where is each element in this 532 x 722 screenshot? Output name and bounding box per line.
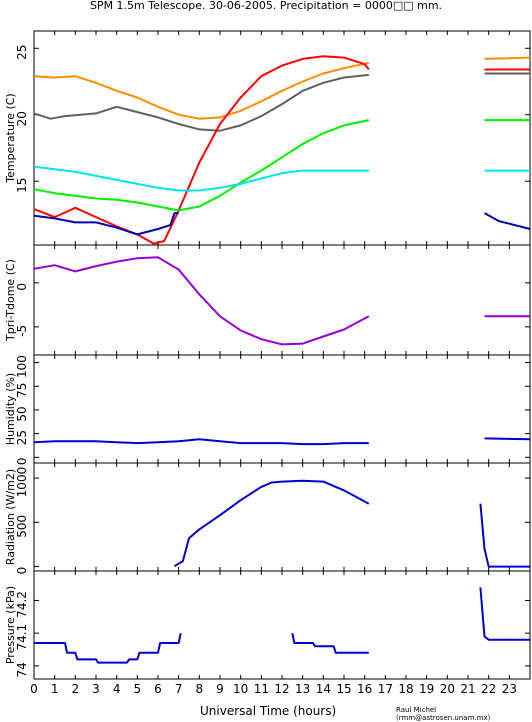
panel-frame (33, 354, 531, 464)
x-tick-label: 6 (154, 682, 162, 696)
y-tick-label: 75 (15, 383, 29, 398)
series-line (484, 437, 531, 441)
y-tick-label: 74.2 (15, 591, 29, 618)
panel-frame (33, 30, 531, 246)
x-tick-label: 7 (175, 682, 183, 696)
series-line (33, 212, 179, 236)
y-axis-label: Tpri-Tdome (C) (4, 259, 17, 342)
panel-frame (33, 462, 531, 572)
y-tick-label: -5 (15, 325, 29, 337)
x-tick-label: 15 (336, 682, 351, 696)
y-tick-label: 50 (15, 406, 29, 421)
y-tick-label: 0 (15, 567, 29, 575)
panel-frame (33, 244, 531, 356)
x-axis-label: Universal Time (hours) (200, 704, 337, 718)
x-tick-label: 3 (92, 682, 100, 696)
x-tick-label: 16 (357, 682, 372, 696)
series-line (479, 503, 530, 568)
x-tick-label: 8 (196, 682, 204, 696)
x-tick-label: 9 (216, 682, 224, 696)
y-tick-label: 15 (15, 178, 29, 193)
x-tick-label: 0 (30, 682, 38, 696)
series-line (33, 256, 370, 346)
x-tick-label: 11 (254, 682, 269, 696)
series-line (479, 587, 530, 641)
series-line (291, 632, 369, 654)
y-tick-label: 20 (15, 111, 29, 126)
y-tick-label: 25 (15, 430, 29, 445)
y-tick-label: 100 (15, 355, 29, 378)
y-tick-label: 0 (15, 457, 29, 465)
x-tick-label: 10 (233, 682, 248, 696)
x-tick-label: 13 (295, 682, 310, 696)
y-axis-label: Humidity (%) (4, 373, 17, 445)
series-line (173, 479, 370, 567)
x-tick-label: 19 (419, 682, 434, 696)
x-tick-label: 4 (113, 682, 121, 696)
y-tick-label: 1000 (15, 467, 29, 498)
series-line (484, 212, 531, 230)
x-tick-label: 18 (398, 682, 413, 696)
x-tick-label: 1 (51, 682, 59, 696)
x-tick-label: 22 (481, 682, 496, 696)
x-tick-label: 21 (460, 682, 475, 696)
x-tick-label: 5 (134, 682, 142, 696)
x-tick-label: 14 (316, 682, 331, 696)
x-tick-label: 12 (274, 682, 289, 696)
x-tick-label: 20 (440, 682, 455, 696)
y-tick-label: 0 (15, 283, 29, 291)
series-line (34, 633, 182, 664)
series-line (33, 61, 370, 120)
x-tick-label: 2 (72, 682, 80, 696)
credit-text: Raul Michel (rmm@astrosen.unam.mx) (396, 706, 491, 722)
chart-title: SPM 1.5m Telescope. 30-06-2005. Precipit… (89, 0, 443, 12)
y-tick-label: 74 (15, 662, 29, 677)
x-tick-label: 23 (502, 682, 517, 696)
series-line (33, 119, 370, 212)
series-line (33, 73, 369, 132)
series-line (484, 56, 531, 60)
y-axis-label: Temperature (C) (4, 93, 17, 183)
y-tick-label: 74.1 (15, 624, 29, 651)
series-line (33, 438, 369, 446)
y-axis-label: Pressure (kPa) (4, 586, 17, 664)
y-tick-label: 25 (15, 45, 29, 60)
series-line (33, 55, 370, 245)
x-tick-label: 17 (378, 682, 393, 696)
y-tick-label: 500 (15, 515, 29, 538)
y-axis-label: Radiation (W/m2) (4, 469, 17, 565)
series-line (33, 165, 369, 192)
